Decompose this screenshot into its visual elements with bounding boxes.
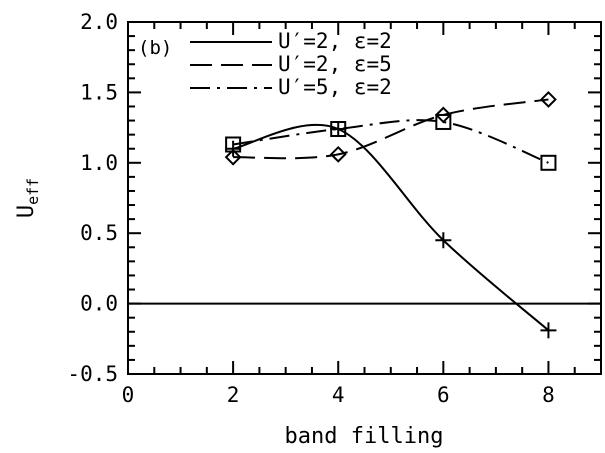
data-point-plus <box>435 232 452 249</box>
y-tick-label: 0.5 <box>80 221 118 245</box>
data-point-square <box>225 136 242 153</box>
x-tick-label: 4 <box>332 383 345 407</box>
x-axis-label: band filling <box>285 424 444 449</box>
y-axis-label: Ueff <box>14 178 42 218</box>
data-point-diamond <box>329 145 347 163</box>
data-point-square <box>540 154 557 171</box>
y-tick-label: 0.0 <box>80 292 118 316</box>
x-tick-label: 6 <box>437 383 450 407</box>
x-tick-label: 0 <box>122 383 135 407</box>
y-tick-label: 1.5 <box>80 80 118 104</box>
series-curves <box>232 98 550 332</box>
data-point-plus <box>225 140 242 157</box>
data-point-square <box>435 113 452 130</box>
legend-label: U′=5, ε=2 <box>278 75 392 99</box>
legend-label: U′=2, ε=2 <box>278 29 392 53</box>
data-point-plus <box>540 322 557 339</box>
series-line-solid <box>232 123 550 332</box>
legend: U′=2, ε=2U′=2, ε=5U′=5, ε=2 <box>190 29 392 99</box>
series-markers <box>224 91 557 339</box>
x-tick-label: 8 <box>542 383 555 407</box>
y-axis-label-main: U <box>14 205 39 218</box>
data-point-diamond <box>540 91 557 108</box>
data-point-diamond <box>224 148 242 166</box>
data-point-plus <box>330 121 347 138</box>
y-tick-label: 1.0 <box>80 151 118 175</box>
series-line-dashed <box>233 98 549 160</box>
x-tick-label: 2 <box>227 383 240 407</box>
y-tick-label: -0.5 <box>67 362 118 386</box>
y-tick-label: 2.0 <box>80 10 118 34</box>
data-point-square <box>330 121 347 138</box>
legend-label: U′=2, ε=5 <box>278 52 392 76</box>
panel-label: (b) <box>138 37 172 59</box>
data-point-diamond <box>434 106 452 124</box>
series-line-dashdot <box>232 119 549 164</box>
tick-labels: 0 2 4 6 8 -0.5 0.0 0.5 1.0 1.5 2.0 <box>67 10 554 407</box>
axis-ticks <box>127 21 602 375</box>
y-axis-label-subscript: eff <box>24 178 42 205</box>
